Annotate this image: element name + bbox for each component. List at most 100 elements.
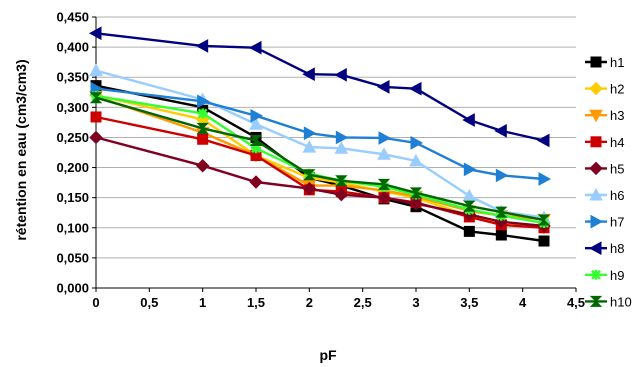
data-point-h5: [377, 190, 391, 205]
series-line-h4: [95, 115, 545, 229]
data-point-h6: [249, 117, 263, 130]
data-point-h5: [409, 196, 423, 211]
y-tick-label: 0,100: [56, 220, 89, 235]
legend-marker: [590, 214, 604, 229]
legend-entry-h1: h1: [585, 55, 624, 70]
data-point-h9: [197, 108, 208, 119]
x-tick-label: 4: [519, 295, 527, 310]
legend-label: h8: [610, 241, 624, 256]
legend-entry-h2: h2: [585, 82, 624, 97]
legend-entry-h4: h4: [585, 135, 624, 150]
legend-entry-h10: h10: [585, 294, 632, 309]
series-line-h9: [95, 94, 545, 225]
data-point-h10: [409, 187, 423, 199]
data-point-h8: [408, 81, 422, 96]
legend-marker: [589, 295, 603, 307]
data-point-h6: [462, 188, 477, 202]
series-h3: [89, 90, 551, 227]
legend-marker: [589, 109, 603, 123]
x-tick-label: 2,5: [354, 295, 372, 310]
data-point-h8: [536, 133, 550, 148]
y-axis-label: rétention en eau (cm3/cm3): [13, 59, 29, 240]
data-point-h7: [250, 108, 264, 123]
legend: h1 h2 h3 h4 h5 h6 h7 h8 h9 h10: [585, 55, 632, 309]
data-point-h7: [495, 168, 509, 183]
legend-marker: [588, 241, 602, 256]
data-point-h5: [89, 130, 103, 145]
series-line-h7: [95, 87, 545, 181]
data-point-h6: [409, 153, 423, 167]
x-axis-label: pF: [319, 347, 337, 363]
legend-entry-h7: h7: [585, 215, 624, 230]
y-tick-label: 0,350: [56, 70, 89, 85]
data-point-h6: [334, 141, 349, 154]
legend-label: h4: [610, 135, 624, 150]
data-point-h10: [249, 134, 263, 146]
data-point-h8: [302, 67, 315, 82]
x-tick-label: 1,5: [247, 295, 265, 310]
series-line-h5: [95, 136, 545, 228]
data-point-h1: [538, 235, 550, 247]
legend-label: h9: [610, 268, 624, 283]
series-h10: [89, 92, 551, 226]
legend-marker: [589, 161, 603, 176]
data-point-h4: [90, 111, 102, 123]
y-tick-label: 0,000: [56, 281, 89, 296]
legend-label: h10: [610, 294, 632, 309]
data-point-h8: [248, 40, 262, 55]
y-tick-label: 0,400: [56, 40, 89, 55]
y-tick-label: 0,200: [56, 160, 89, 175]
data-point-h8: [334, 67, 347, 82]
legend-entry-h8: h8: [585, 241, 624, 256]
data-point-h8: [494, 123, 507, 138]
y-tick-label: 0,450: [56, 10, 89, 25]
data-point-h1: [495, 229, 507, 241]
data-point-h5: [249, 175, 263, 189]
legend-label: h3: [610, 108, 624, 123]
legend-entry-h3: h3: [585, 108, 624, 123]
data-point-h8: [462, 113, 475, 127]
data-point-h6: [302, 140, 317, 153]
x-tick-label: 1: [199, 295, 206, 310]
data-point-h1: [463, 225, 475, 237]
data-point-h7: [410, 136, 424, 150]
x-tick-label: 4,5: [567, 295, 585, 310]
data-point-h10: [335, 175, 348, 187]
legend-entry-h5: h5: [585, 161, 624, 176]
legend-marker: [591, 269, 601, 280]
legend-entry-h6: h6: [585, 187, 624, 203]
data-point-h7: [197, 94, 210, 109]
legend-label: h1: [610, 55, 624, 70]
data-point-h7: [303, 126, 317, 141]
data-point-h10: [89, 92, 103, 104]
tick-labels: 0,000 0,050 0,100 0,150 0,200 0,250 0,300 0,350…: [56, 10, 585, 311]
x-tick-label: 3,5: [460, 295, 478, 310]
x-tick-label: 0: [92, 295, 99, 310]
axes: [92, 16, 577, 292]
data-point-h10: [495, 206, 508, 218]
series-line-h6: [95, 69, 545, 219]
legend-marker: [589, 81, 603, 96]
series-group: [88, 26, 552, 247]
legend-label: h7: [610, 215, 624, 230]
y-tick-label: 0,150: [56, 190, 89, 205]
data-point-h9: [251, 143, 261, 154]
data-point-h5: [195, 159, 210, 173]
x-tick-label: 0,5: [140, 295, 158, 310]
legend-label: h5: [610, 161, 624, 176]
data-point-h4: [197, 133, 209, 145]
data-point-h10: [303, 169, 316, 181]
data-point-h5: [334, 187, 349, 202]
legend-marker: [590, 56, 602, 68]
y-tick-label: 0,250: [56, 130, 89, 145]
data-point-h7: [463, 162, 477, 177]
data-point-h5: [302, 181, 317, 196]
data-point-h6: [377, 147, 391, 160]
legend-label: h6: [610, 188, 624, 203]
data-point-h8: [376, 80, 390, 94]
data-point-h6: [89, 63, 103, 77]
series-line-h1: [95, 84, 545, 243]
data-point-h7: [378, 131, 392, 145]
data-point-h10: [377, 178, 391, 190]
